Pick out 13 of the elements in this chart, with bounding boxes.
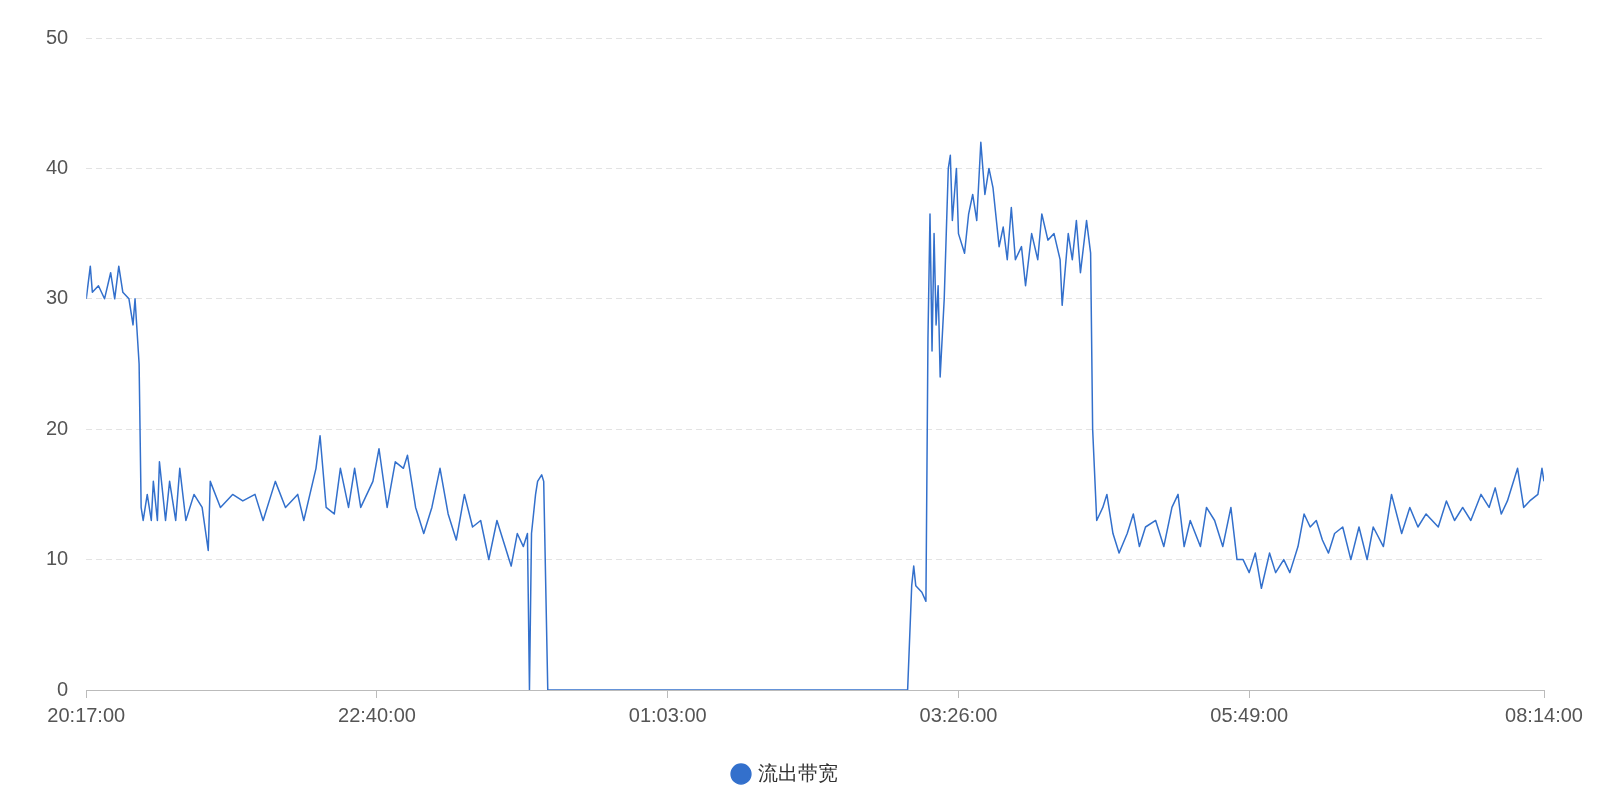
legend-label: 流出带宽 [758,761,838,784]
y-tick-label: 30 [46,286,69,309]
x-tick-label: 01:03:00 [628,703,707,726]
x-tick-label: 20:17:00 [47,703,126,726]
x-tick-label: 22:40:00 [338,703,416,726]
y-tick-label: 10 [46,547,69,570]
y-tick-label: 50 [46,25,69,48]
x-tick-label: 05:49:00 [1210,703,1289,726]
y-tick-label: 0 [57,677,69,700]
x-tick-label: 03:26:00 [919,703,998,726]
y-tick-label: 40 [46,155,69,178]
y-tick-label: 20 [46,416,69,439]
x-tick-label: 08:14:00 [1505,703,1583,726]
